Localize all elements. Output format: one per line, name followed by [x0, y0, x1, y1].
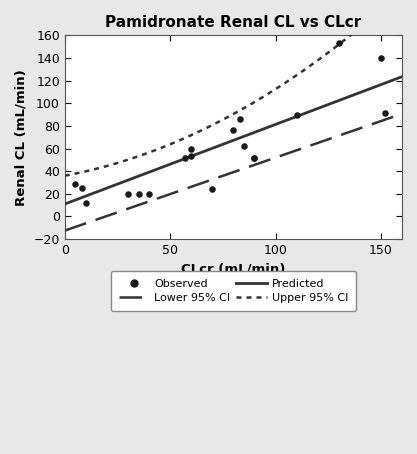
- Point: [209, 186, 216, 193]
- Y-axis label: Renal CL (mL/min): Renal CL (mL/min): [15, 69, 28, 206]
- Point: [181, 154, 188, 161]
- Point: [382, 110, 389, 117]
- Point: [78, 184, 85, 192]
- Point: [251, 154, 258, 161]
- Point: [146, 190, 153, 197]
- Point: [335, 39, 342, 47]
- Point: [241, 143, 247, 150]
- Title: Pamidronate Renal CL vs CLcr: Pamidronate Renal CL vs CLcr: [105, 15, 362, 30]
- Point: [236, 115, 243, 123]
- Point: [125, 190, 131, 197]
- X-axis label: CLcr (mL/min): CLcr (mL/min): [181, 262, 286, 276]
- Point: [293, 111, 300, 118]
- Point: [230, 127, 237, 134]
- Point: [188, 153, 195, 160]
- Point: [72, 180, 79, 187]
- Legend: Observed, Lower 95% CI, Predicted, Upper 95% CI: Observed, Lower 95% CI, Predicted, Upper…: [111, 271, 356, 311]
- Point: [135, 190, 142, 197]
- Point: [251, 154, 258, 161]
- Point: [377, 54, 384, 62]
- Point: [188, 145, 195, 152]
- Point: [83, 199, 89, 207]
